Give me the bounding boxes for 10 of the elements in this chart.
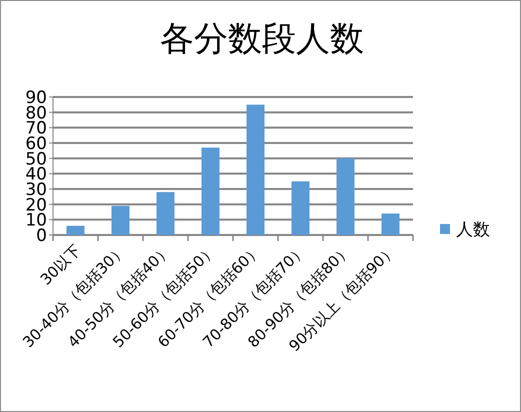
bar [382,214,400,235]
bar [336,158,354,235]
bar [246,104,264,235]
bar [66,226,84,235]
bar [292,181,310,235]
chart-title: 各分数段人数 [160,19,364,59]
bar [156,192,174,235]
bar [202,148,220,235]
legend-label: 人数 [456,220,490,240]
bar [112,206,130,235]
